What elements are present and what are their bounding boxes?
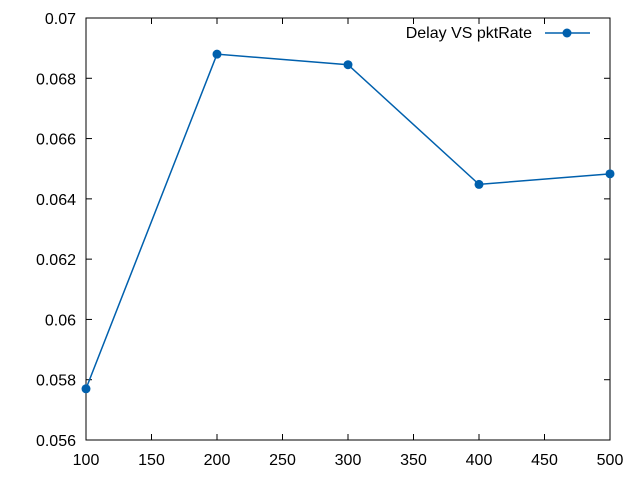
x-axis-ticks: 100 150 200 250 300 350 400 450 500 [73, 18, 624, 469]
legend-label: Delay VS pktRate [406, 25, 532, 42]
data-point [81, 384, 91, 394]
series-layer [81, 49, 615, 394]
y-tick-label: 0.058 [36, 373, 76, 390]
x-tick-label: 300 [335, 452, 362, 469]
series-line [85, 53, 611, 390]
y-tick-label: 0.068 [36, 71, 76, 88]
x-tick-label: 350 [400, 452, 427, 469]
legend-marker [562, 28, 572, 38]
x-tick-label: 450 [531, 452, 558, 469]
x-tick-label: 150 [138, 452, 165, 469]
y-tick-label: 0.062 [36, 252, 76, 269]
y-axis-ticks: 0.056 0.058 0.06 0.062 0.064 0.066 0.068 0.07 [36, 11, 610, 450]
y-tick-label: 0.07 [45, 11, 76, 28]
y-tick-label: 0.064 [36, 192, 76, 209]
data-point [605, 169, 615, 179]
data-point [212, 49, 222, 59]
y-tick-label: 0.066 [36, 132, 76, 149]
y-tick-label: 0.056 [36, 433, 76, 450]
x-tick-label: 100 [73, 452, 100, 469]
x-tick-label: 500 [597, 452, 624, 469]
x-tick-label: 250 [269, 452, 296, 469]
data-point [343, 60, 353, 70]
y-tick-label: 0.06 [45, 312, 76, 329]
plot-frame [85, 17, 611, 441]
x-tick-label: 200 [204, 452, 231, 469]
legend: Delay VS pktRate [406, 25, 590, 42]
data-point [474, 179, 484, 189]
x-tick-label: 400 [466, 452, 493, 469]
